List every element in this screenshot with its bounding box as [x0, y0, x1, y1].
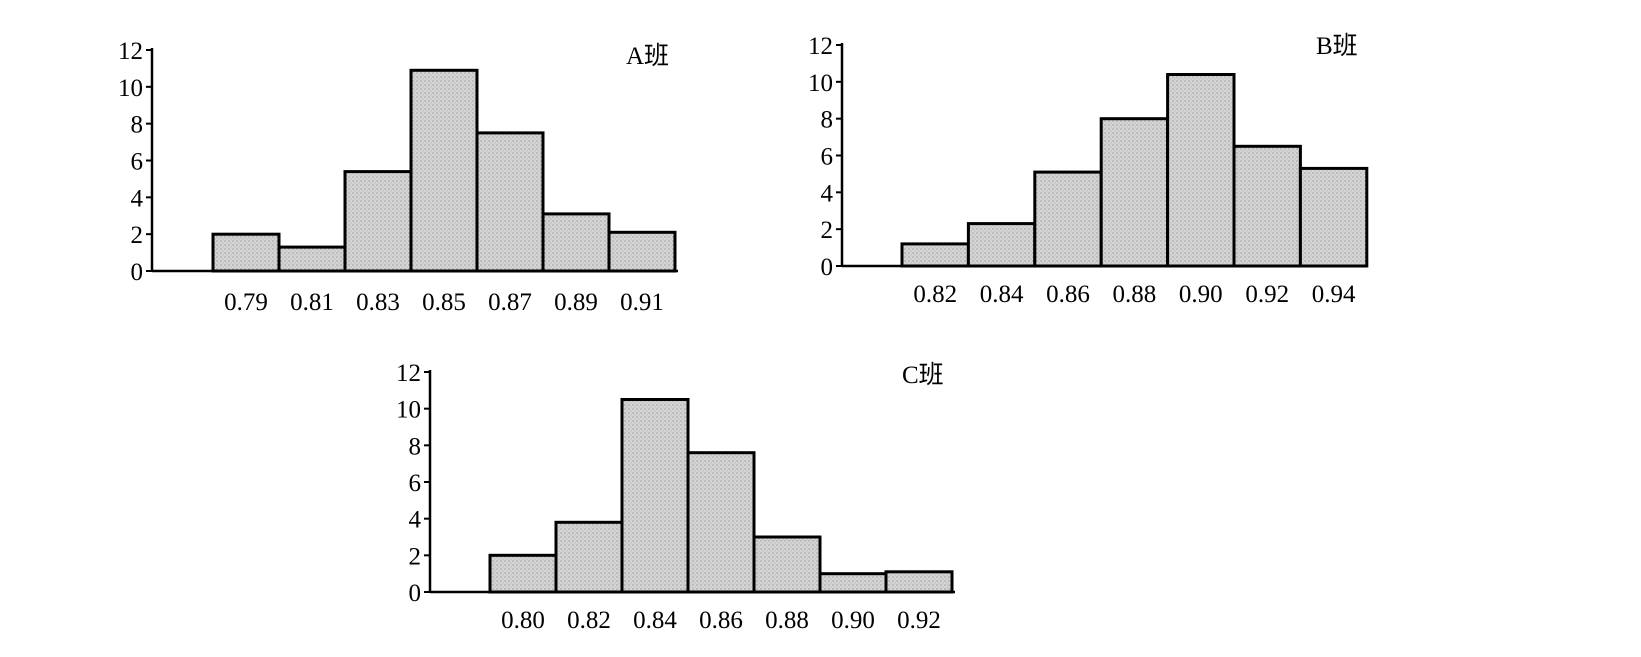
bar-c-1	[488, 553, 558, 594]
x-tick-label-a-6: 0.89	[554, 289, 598, 316]
bar-b-3	[1033, 170, 1103, 268]
bar-a-4	[409, 68, 479, 273]
y-tick-label-c-2: 2	[409, 543, 422, 570]
y-tick-label-a-10: 10	[118, 75, 143, 102]
y-tick-label-b-6: 6	[821, 144, 834, 171]
bar-b-6	[1232, 144, 1302, 268]
bar-a-7	[607, 230, 677, 273]
x-tick-label-b-4: 0.88	[1113, 281, 1157, 308]
y-tick-label-b-4: 4	[821, 180, 834, 207]
bar-a-2	[277, 245, 347, 273]
x-tick-label-c-5: 0.88	[765, 607, 809, 634]
y-tick-label-c-4: 4	[409, 507, 422, 534]
bar-b-5	[1166, 73, 1236, 268]
x-tick-label-c-2: 0.82	[567, 607, 611, 634]
y-tick-label-a-4: 4	[131, 185, 144, 212]
x-tick-label-c-7: 0.92	[897, 607, 941, 634]
bar-c-2	[554, 520, 624, 594]
x-tick-label-a-3: 0.83	[356, 289, 400, 316]
y-tick-label-c-10: 10	[396, 397, 421, 424]
x-tick-label-b-2: 0.84	[980, 281, 1024, 308]
x-tick-label-a-5: 0.87	[488, 289, 532, 316]
bar-a-3	[343, 170, 413, 273]
bar-c-5	[752, 535, 822, 594]
x-tick-label-c-4: 0.86	[699, 607, 743, 634]
bar-b-7	[1298, 166, 1369, 268]
y-tick-label-a-8: 8	[131, 112, 144, 139]
y-tick-label-a-0: 0	[131, 259, 144, 286]
x-tick-label-b-7: 0.94	[1312, 281, 1356, 308]
x-tick-label-c-1: 0.80	[501, 607, 545, 634]
y-tick-label-c-0: 0	[409, 580, 422, 607]
x-tick-label-a-1: 0.79	[224, 289, 268, 316]
y-tick-label-b-12: 12	[808, 33, 833, 60]
histogram-class-c: 0 2 4 6 8 10 12 0.80 0.82 0.84 0.86 0.88 0.90 0.92 C班	[396, 360, 955, 634]
y-tick-label-b-10: 10	[808, 70, 833, 97]
x-tick-label-b-6: 0.92	[1245, 281, 1289, 308]
bar-b-1	[900, 242, 970, 268]
x-tick-label-a-2: 0.81	[290, 289, 334, 316]
bar-b-4	[1099, 117, 1170, 268]
x-tick-label-c-3: 0.84	[633, 607, 677, 634]
bar-a-5	[475, 131, 545, 273]
x-tick-label-b-5: 0.90	[1179, 281, 1223, 308]
y-tick-label-b-2: 2	[821, 217, 834, 244]
y-tick-label-a-12: 12	[118, 38, 143, 65]
y-tick-label-b-0: 0	[821, 254, 834, 281]
x-tick-label-b-3: 0.86	[1046, 281, 1090, 308]
bar-c-6	[818, 572, 888, 594]
bar-c-7	[884, 570, 954, 594]
chart-title-b: B班	[1316, 32, 1358, 60]
histogram-class-b: 0 2 4 6 8 10 12 0.82 0.84 0.86 0.88 0.90 0.92 0.94 B班	[808, 32, 1369, 308]
x-tick-label-a-4: 0.85	[422, 289, 466, 316]
chart-title-a: A班	[626, 42, 669, 70]
bar-a-1	[211, 232, 281, 273]
histogram-class-a: 0 2 4 6 8 10 12 0.79 0.81 0.83 0.85 0.87 0.89 0.91 A班	[118, 38, 678, 316]
x-tick-label-a-7: 0.91	[620, 289, 664, 316]
y-tick-label-c-12: 12	[396, 360, 421, 387]
chart-title-c: C班	[902, 361, 944, 389]
x-tick-label-c-6: 0.90	[831, 607, 875, 634]
y-tick-label-c-6: 6	[409, 470, 422, 497]
y-tick-label-a-6: 6	[131, 149, 144, 176]
bar-a-6	[541, 212, 611, 273]
bar-c-4	[686, 451, 756, 594]
bar-b-2	[966, 222, 1037, 268]
y-tick-label-a-2: 2	[131, 222, 144, 249]
bar-c-3	[620, 398, 690, 594]
y-tick-label-c-8: 8	[409, 433, 422, 460]
x-tick-label-b-1: 0.82	[913, 281, 957, 308]
y-tick-label-b-8: 8	[821, 107, 834, 134]
